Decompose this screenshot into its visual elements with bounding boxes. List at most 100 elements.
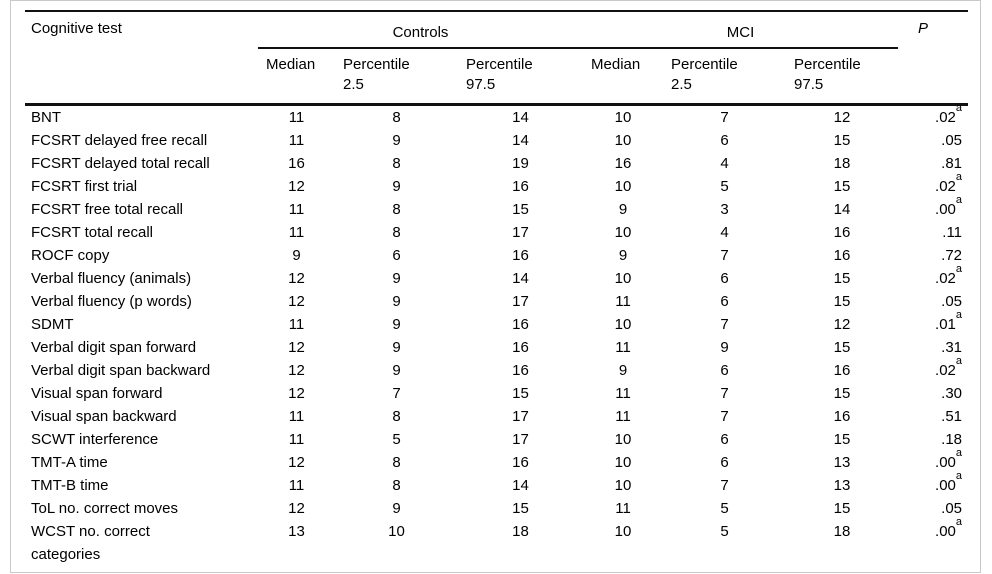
col-header-mci-percentile-97-5: Percentile 97.5 — [794, 56, 861, 93]
value-cell: 19 — [512, 155, 529, 172]
row-label: FCSRT delayed free recall — [31, 132, 208, 149]
table-body: BNT 11 8 14 10 7 12.02a FCSRT delayed free reca… — [25, 103, 969, 572]
value-cell: 15 — [833, 293, 851, 310]
value-cell: 12 — [288, 178, 305, 195]
value-cell: 11 — [288, 408, 305, 425]
p-value-cell: .00a — [935, 470, 963, 495]
p-value-cell: .51 — [941, 408, 963, 425]
value-cell: 17 — [512, 431, 529, 448]
group-header-controls: Controls — [258, 10, 584, 49]
value-cell: 6 — [720, 362, 729, 379]
value-cell: 11 — [615, 500, 631, 517]
value-cell: 6 — [720, 293, 729, 310]
value-cell: 12 — [288, 362, 305, 379]
value-cell: 10 — [614, 132, 632, 149]
value-cell: 14 — [833, 201, 851, 218]
value-cell: 10 — [614, 224, 632, 241]
p-value-cell: .11 — [942, 224, 963, 241]
table-row: FCSRT free total recall 11 8 15 9 3 14 .00a — [25, 194, 968, 221]
value-cell: 16 — [614, 155, 632, 172]
value-cell: 12 — [288, 385, 305, 402]
value-cell: 6 — [720, 454, 729, 471]
table-row: Verbal fluency (animals) 12 9 14 10 6 15 .02a — [25, 264, 968, 290]
value-cell: 6 — [720, 270, 729, 287]
value-cell: 11 — [288, 201, 305, 218]
value-cell: 12 — [833, 316, 851, 333]
value-cell: 12 — [786, 103, 899, 129]
value-cell: 11 — [615, 385, 631, 402]
value-cell: 15 — [833, 385, 851, 402]
row-label: FCSRT total recall — [31, 224, 153, 241]
p-value-cell: .00a — [935, 447, 963, 472]
col-header-controls-percentile-2-5: Percentile 2.5 — [343, 56, 410, 93]
row-label: FCSRT free total recall — [31, 201, 183, 218]
p-value-cell: .30 — [941, 385, 963, 402]
group-header-mci: MCI — [583, 10, 899, 49]
row-label: SDMT — [31, 316, 74, 333]
p-value-cell: .01a — [935, 309, 963, 334]
value-cell: 15 — [512, 500, 529, 517]
value-cell: 8 — [335, 103, 458, 129]
value-cell: 12 — [288, 270, 305, 287]
col-header-p: P — [898, 10, 969, 105]
value-cell: 17 — [512, 293, 529, 310]
value-cell: 11 — [615, 339, 631, 356]
table-header: Cognitive test Controls MCI P Median Per… — [25, 10, 969, 105]
value-cell: 6 — [720, 132, 729, 149]
row-label: SCWT interference — [31, 431, 159, 448]
value-cell: 9 — [392, 339, 401, 356]
p-value-cell: .05 — [941, 500, 963, 517]
value-cell: 7 — [720, 385, 729, 402]
significance-superscript: a — [955, 309, 963, 321]
value-cell: 4 — [720, 224, 729, 241]
value-cell: 13 — [258, 520, 335, 572]
value-cell: 7 — [720, 477, 729, 494]
table-row: TMT-A time 12 8 16 10 6 13 .00a — [25, 447, 968, 474]
cognitive-test-results-table: Cognitive test Controls MCI P Median Per… — [25, 10, 969, 572]
value-cell: 16 — [833, 362, 851, 379]
col-header-mci-percentile-2-5: Percentile 2.5 — [671, 56, 738, 93]
value-cell: 16 — [833, 408, 851, 425]
table-row: FCSRT delayed free recall 11 9 14 10 6 15 .05 — [25, 129, 968, 152]
p-value-cell: .81 — [941, 155, 963, 172]
table-row: FCSRT delayed total recall 16 8 19 16 4 18 .81 — [25, 152, 968, 175]
value-cell: 12 — [288, 293, 305, 310]
value-cell: 11 — [615, 408, 631, 425]
value-cell: 8 — [392, 477, 401, 494]
col-header-controls-percentile-97-5: Percentile 97.5 — [466, 56, 533, 93]
row-label: Verbal digit span forward — [31, 339, 197, 356]
table-row: WCST no. correct categories 13 10 18 10 5 18.0… — [25, 517, 969, 572]
p-value-cell: .72 — [941, 247, 963, 264]
value-cell: 9 — [392, 500, 401, 517]
value-cell: 17 — [512, 408, 529, 425]
value-cell: 15 — [833, 270, 851, 287]
row-label: TMT-A time — [31, 454, 108, 471]
table-row: Visual span backward 11 8 17 11 7 16 .51 — [25, 405, 968, 428]
col-header-cognitive-test: Cognitive test — [25, 10, 258, 105]
p-value-cell: .18 — [941, 431, 963, 448]
p-value-cell: .31 — [941, 339, 963, 356]
table-row: FCSRT first trial 12 9 16 10 5 15 .02a — [25, 171, 968, 198]
col-header-controls-median: Median — [266, 56, 316, 73]
row-label: TMT-B time — [31, 477, 109, 494]
p-value-cell: .02a — [935, 355, 963, 380]
value-cell: 7 — [720, 247, 729, 264]
value-cell: 10 — [614, 270, 632, 287]
value-cell: 12 — [288, 454, 305, 471]
value-cell: 9 — [392, 293, 401, 310]
row-label: Verbal fluency (animals) — [31, 270, 192, 287]
value-cell: 10 — [614, 454, 632, 471]
value-cell: 15 — [512, 201, 529, 218]
value-cell: 11 — [258, 103, 335, 129]
value-cell: 7 — [720, 408, 729, 425]
value-cell: 16 — [512, 339, 529, 356]
row-label: Visual span forward — [31, 385, 163, 402]
row-label: ROCF copy — [31, 247, 110, 264]
p-value-cell: .00a — [935, 194, 963, 219]
p-value-cell: .05 — [941, 132, 963, 149]
table-row: BNT 11 8 14 10 7 12.02a — [25, 103, 969, 129]
p-value-cell: .02a — [935, 171, 963, 196]
value-cell: 17 — [512, 224, 529, 241]
significance-superscript: a — [955, 447, 963, 459]
value-cell: 15 — [833, 431, 851, 448]
